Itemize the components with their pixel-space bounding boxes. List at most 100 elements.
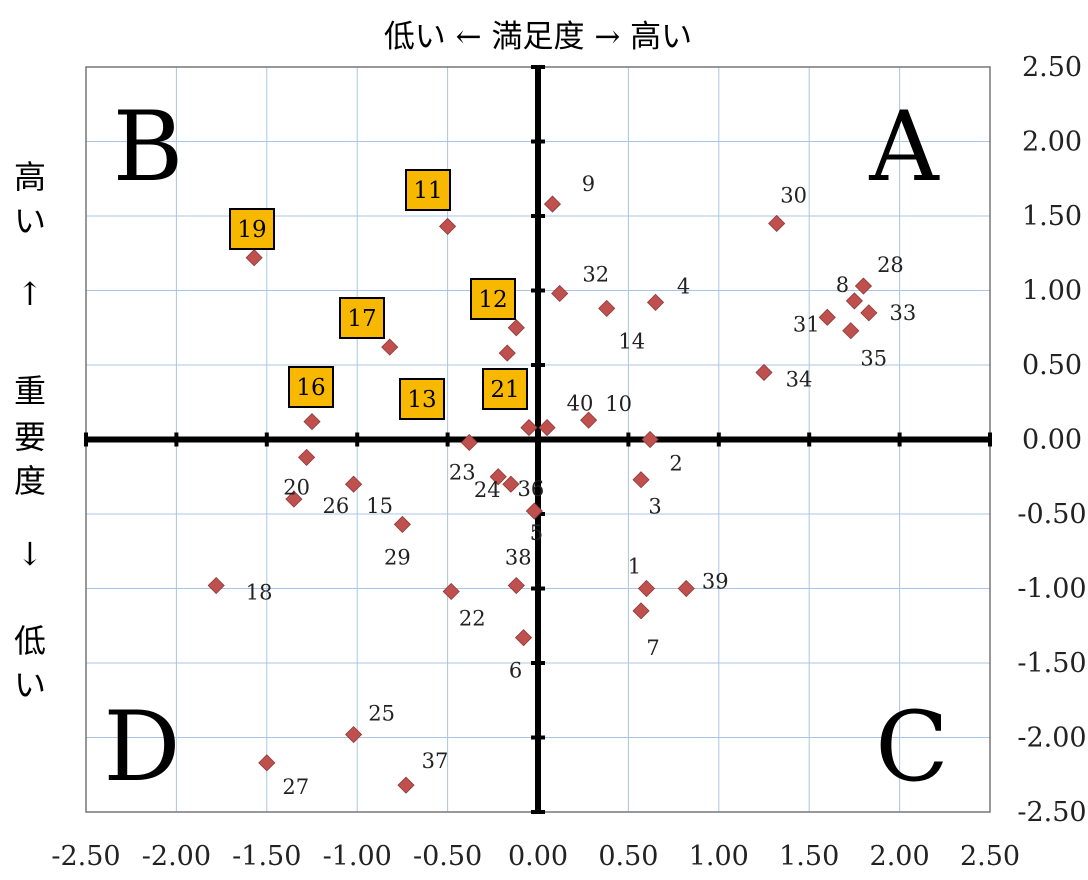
highlight-box-12: [470, 278, 516, 320]
x-tick-label: -2.50: [51, 841, 120, 872]
point-label-7: 7: [646, 636, 659, 660]
y-tick-label: 1.50: [1022, 201, 1082, 232]
data-point-21: [520, 419, 538, 437]
data-point-8: [845, 292, 863, 310]
data-point-32: [551, 284, 569, 303]
point-label-22: 22: [459, 606, 486, 630]
point-label-16: 16: [296, 375, 325, 401]
y-tick-label: -0.50: [1017, 499, 1086, 530]
data-point-20: [298, 448, 316, 466]
data-point-19: [245, 249, 263, 267]
y-label-char: 低: [14, 622, 46, 660]
point-label-40: 40: [567, 392, 594, 416]
point-label-33: 33: [889, 301, 916, 325]
point-label-9: 9: [582, 172, 595, 196]
x-tick-label: 0.50: [598, 841, 658, 872]
data-point-36: [502, 475, 520, 493]
data-point-7: [632, 602, 650, 620]
point-label-11: 11: [413, 178, 442, 204]
highlight-box-13: [399, 378, 445, 420]
point-label-1: 1: [628, 555, 641, 579]
data-point-30: [768, 214, 786, 233]
point-label-34: 34: [786, 367, 813, 391]
data-point-6: [514, 629, 533, 647]
point-label-36: 36: [518, 477, 545, 501]
point-label-23: 23: [449, 460, 476, 484]
point-label-30: 30: [780, 183, 807, 207]
point-label-38: 38: [505, 546, 532, 570]
quadrant-label-D: D: [104, 691, 181, 803]
data-point-14: [598, 299, 616, 317]
x-tick-label: 2.50: [960, 841, 1020, 872]
tick-labels: -2.50 -2.00 -1.50 -1.00 -0.50 0.00 0.50 1.00 1.5…: [51, 52, 1086, 872]
point-label-27: 27: [282, 775, 309, 799]
point-label-24: 24: [474, 478, 501, 502]
data-point-34: [755, 363, 773, 382]
data-point-10: [580, 411, 598, 429]
x-tick-label: 1.50: [779, 841, 839, 872]
data-point-5: [525, 502, 543, 520]
data-point-22: [442, 582, 460, 601]
data-point-15: [345, 475, 363, 493]
data-point-26: [285, 490, 303, 508]
data-point-28: [854, 277, 873, 295]
quadrant-label-C: C: [875, 691, 948, 803]
y-tick-label: -2.00: [1017, 723, 1086, 754]
point-label-37: 37: [422, 749, 449, 773]
data-point-11: [439, 217, 457, 235]
highlight-box-19: [229, 208, 275, 250]
quadrant-labels: A B C D: [104, 91, 949, 803]
data-point-31: [818, 308, 836, 326]
y-tick-label: 0.00: [1022, 425, 1082, 456]
quadrant-label-A: A: [868, 91, 940, 203]
y-label-char: い: [14, 666, 46, 704]
y-label-char: 重: [14, 372, 46, 410]
data-point-4: [646, 293, 665, 311]
x-tick-label: 0.00: [508, 841, 568, 872]
y-tick-label: -1.50: [1017, 648, 1086, 679]
y-tick-label: 1.00: [1022, 276, 1082, 307]
point-label-10: 10: [605, 392, 632, 416]
x-tick-label: -1.00: [323, 841, 392, 872]
point-label-25: 25: [368, 702, 395, 726]
x-tick-label: 1.00: [689, 841, 749, 872]
point-label-31: 31: [793, 312, 820, 336]
point-label-8: 8: [836, 273, 849, 297]
point-label-2: 2: [669, 452, 682, 476]
quadrant-label-B: B: [113, 91, 184, 203]
data-point-2: [641, 430, 659, 449]
data-point-18: [207, 576, 225, 595]
points-layer: [207, 195, 878, 794]
x-tick-label: -2.00: [142, 841, 211, 872]
data-point-27: [258, 754, 276, 772]
data-point-39: [677, 579, 695, 598]
data-point-29: [393, 515, 411, 533]
data-point-37: [397, 776, 415, 794]
data-point-38: [507, 576, 525, 595]
point-label-4: 4: [677, 274, 690, 298]
y-tick-label: -2.50: [1017, 797, 1086, 828]
data-point-16: [303, 413, 321, 431]
point-label-39: 39: [702, 570, 729, 594]
highlight-box-21: [482, 368, 528, 410]
point-label-5: 5: [530, 521, 543, 545]
highlight-box-11: [405, 169, 451, 211]
point-label-20: 20: [283, 475, 310, 499]
y-tick-label: 2.00: [1022, 127, 1082, 158]
point-labels: 1234567891011121314151617181920212223242…: [229, 169, 916, 799]
data-point-33: [860, 304, 878, 322]
y-label-char: 高: [14, 158, 46, 196]
data-point-3: [632, 471, 650, 489]
point-label-19: 19: [237, 217, 266, 243]
data-point-40: [538, 419, 556, 437]
point-label-15: 15: [366, 494, 393, 518]
point-label-21: 21: [490, 377, 519, 403]
point-label-18: 18: [246, 581, 273, 605]
highlight-box-16: [288, 366, 334, 408]
y-label-char: い: [14, 202, 46, 240]
data-point-13: [498, 344, 516, 362]
data-point-12: [507, 319, 525, 337]
point-label-12: 12: [478, 287, 507, 313]
